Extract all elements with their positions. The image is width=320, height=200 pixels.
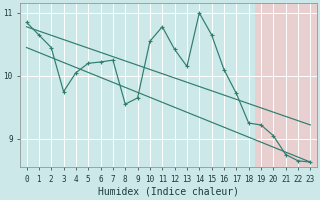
Bar <box>255 3 316 167</box>
X-axis label: Humidex (Indice chaleur): Humidex (Indice chaleur) <box>98 187 239 197</box>
